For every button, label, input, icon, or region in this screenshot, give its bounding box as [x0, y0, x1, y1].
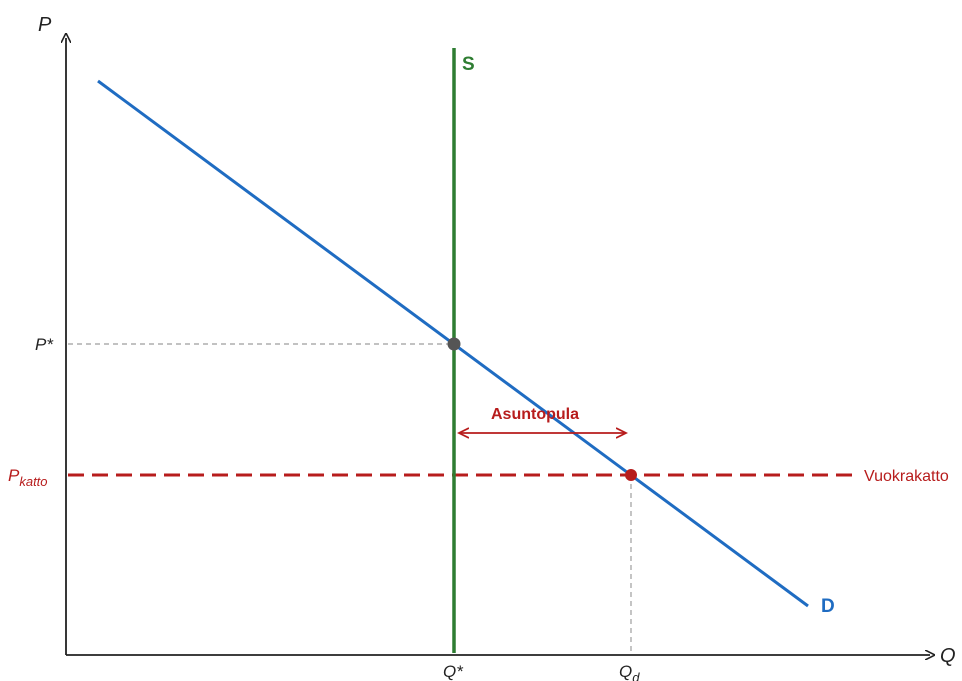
shortage-label: Asuntopula: [491, 406, 579, 423]
p-ceiling-label: Pkatto: [8, 466, 48, 489]
q-d-label: Qd: [619, 662, 640, 681]
y-axis-label: P: [38, 14, 52, 36]
q-d-main: Q: [619, 662, 632, 681]
q-star-label: Q*: [443, 662, 464, 681]
x-axis-label: Q: [940, 645, 956, 667]
supply-label: S: [462, 54, 475, 75]
equilibrium-point: [447, 337, 461, 351]
p-star-label: P*: [35, 335, 54, 354]
ceiling-demand-point: [625, 469, 637, 481]
p-ceiling-sub: katto: [19, 474, 47, 489]
q-d-sub: d: [632, 670, 640, 681]
p-ceiling-main: P: [8, 466, 20, 485]
rent-ceiling-label: Vuokrakatto: [864, 468, 949, 485]
demand-label: D: [821, 596, 835, 617]
